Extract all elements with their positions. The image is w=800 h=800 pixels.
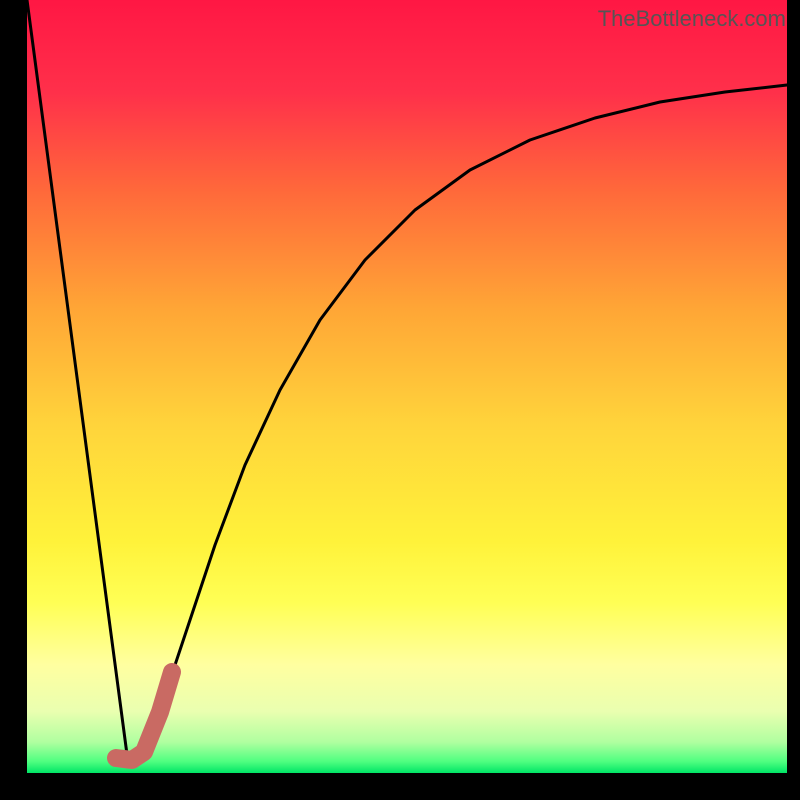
chart-overlay [0,0,800,800]
plot-area [27,0,787,773]
bottleneck-curve [27,0,787,762]
chart-container: TheBottleneck.com [0,0,800,800]
watermark-text: TheBottleneck.com [598,6,786,32]
highlight-mark [116,672,172,760]
